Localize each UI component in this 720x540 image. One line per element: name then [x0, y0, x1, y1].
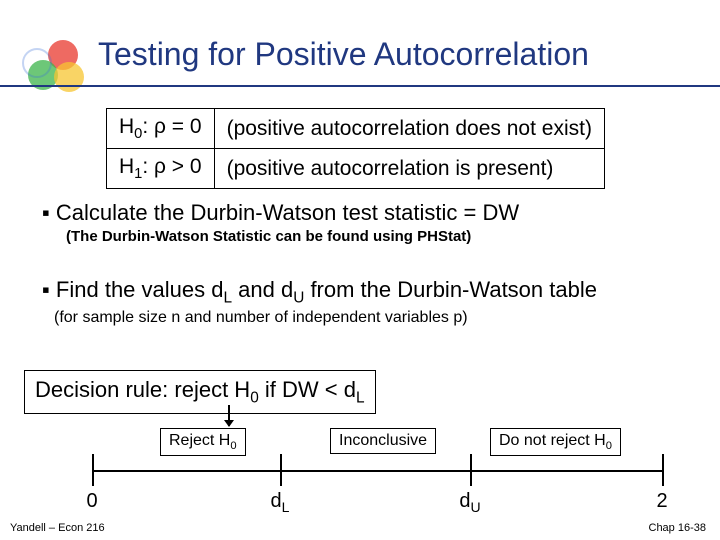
donot-sub: 0 [606, 440, 612, 452]
table-row: H1: ρ > 0 (positive autocorrelation is p… [107, 149, 605, 189]
h0-label: H [119, 115, 134, 138]
bullet-1: ▪ Calculate the Durbin-Watson test stati… [42, 200, 519, 245]
bullet-1-text: Calculate the Durbin-Watson test statist… [56, 200, 519, 225]
table-row: H0: ρ = 0 (positive autocorrelation does… [107, 109, 605, 149]
axis-tick [662, 454, 664, 486]
donot-reject-region-box: Do not reject H0 [490, 428, 621, 456]
axis-label: dU [459, 490, 480, 515]
bullet-2-L: L [223, 289, 232, 306]
reject-region-box: Reject H0 [160, 428, 246, 456]
axis-label: dL [271, 490, 290, 515]
inconclusive-region-box: Inconclusive [330, 428, 436, 454]
bullet-2-U: U [293, 289, 304, 306]
axis-tick [280, 454, 282, 486]
decision-rule-box: Decision rule: reject H0 if DW < dL [24, 370, 376, 414]
footer-right: Chap 16-38 [649, 522, 707, 534]
donot-pre: Do not reject H [499, 432, 606, 449]
h1-cell: H1: ρ > 0 [107, 149, 215, 189]
decision-hsub: 0 [250, 389, 259, 406]
h1-rest: : ρ > 0 [142, 155, 201, 178]
decision-pre: Decision rule: reject H [35, 377, 250, 402]
arrow-down-icon [228, 405, 230, 426]
h0-desc: (positive autocorrelation does not exist… [214, 109, 604, 149]
hypotheses-table: H0: ρ = 0 (positive autocorrelation does… [106, 108, 605, 189]
bullet-2-mid: and d [232, 277, 293, 302]
inconclusive-text: Inconclusive [339, 432, 427, 449]
axis-label: 0 [86, 490, 97, 513]
axis-tick [470, 454, 472, 486]
page-title: Testing for Positive Autocorrelation [0, 30, 720, 87]
h0-rest: : ρ = 0 [142, 115, 201, 138]
decision-mid: if DW < d [259, 377, 356, 402]
decision-dsub: L [356, 389, 365, 406]
footer-left: Yandell – Econ 216 [10, 522, 105, 534]
bullet-2-post: from the Durbin-Watson table [304, 277, 597, 302]
bullet-2-note: (for sample size n and number of indepen… [54, 309, 597, 327]
axis-label: 2 [656, 490, 667, 513]
h0-cell: H0: ρ = 0 [107, 109, 215, 149]
h1-desc: (positive autocorrelation is present) [214, 149, 604, 189]
bullet-2-pre: Find the values d [56, 277, 224, 302]
h1-label: H [119, 155, 134, 178]
bullet-2: ▪ Find the values dL and dU from the Dur… [42, 277, 597, 327]
number-line-axis [92, 470, 662, 472]
bullet-1-note: (The Durbin-Watson Statistic can be foun… [66, 228, 519, 245]
reject-sub: 0 [230, 440, 236, 452]
reject-pre: Reject H [169, 432, 230, 449]
axis-tick [92, 454, 94, 486]
